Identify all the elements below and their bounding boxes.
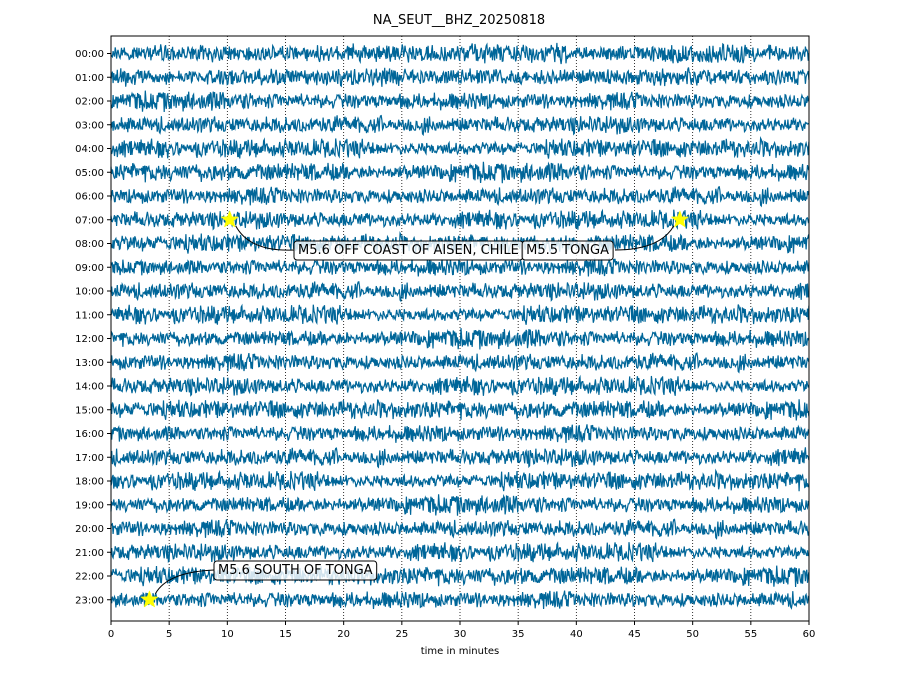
trace-row (110, 42, 810, 65)
event-connector (614, 225, 675, 251)
trace-row (110, 208, 810, 231)
y-tick-label: 10:00 (75, 287, 104, 298)
y-tick-label: 15:00 (75, 405, 104, 416)
event-annotation: M5.6 OFF COAST OF AISEN, CHILE (220, 210, 524, 261)
y-tick-label: 17:00 (75, 453, 104, 464)
x-tick-label: 50 (686, 629, 699, 640)
events-layer: M5.6 OFF COAST OF AISEN, CHILE M5.5 TONGA… (140, 210, 690, 608)
x-tick-label: 5 (166, 629, 172, 640)
trace-row (110, 590, 810, 610)
y-tick-label: 23:00 (75, 595, 104, 606)
event-star-marker (140, 590, 159, 608)
trace-row (110, 399, 810, 421)
y-tick-label: 13:00 (75, 358, 104, 369)
trace-row (110, 468, 810, 492)
trace-row (110, 541, 810, 564)
y-tick-label: 22:00 (75, 572, 104, 583)
x-tick-label: 55 (744, 629, 757, 640)
event-label-box (521, 240, 614, 261)
x-tick-label: 25 (395, 629, 408, 640)
trace-row (110, 424, 810, 443)
x-tick-label: 60 (803, 629, 816, 640)
ticks-layer: 00:00 01:00 02:00 03:00 04:00 05:00 06:00 07:00… (75, 49, 815, 640)
trace-row (110, 518, 810, 540)
x-tick-label: 30 (454, 629, 467, 640)
event-connector (154, 569, 215, 594)
event-star-marker (220, 210, 239, 228)
trace-row (110, 90, 810, 113)
event-label: M5.5 TONGA (526, 243, 609, 258)
y-tick-label: 00:00 (75, 49, 104, 60)
trace-row (110, 447, 810, 469)
y-tick-label: 12:00 (75, 334, 104, 345)
x-tick-label: 10 (221, 629, 234, 640)
y-tick-label: 06:00 (75, 192, 104, 203)
y-tick-label: 04:00 (75, 144, 104, 155)
trace-row (110, 303, 810, 325)
trace-row (110, 67, 810, 88)
x-tick-label: 35 (512, 629, 525, 640)
y-tick-label: 01:00 (75, 73, 104, 84)
y-tick-label: 18:00 (75, 477, 104, 488)
plot-frame (110, 35, 810, 622)
y-tick-label: 19:00 (75, 500, 104, 511)
event-star-marker (670, 210, 690, 228)
y-tick-label: 16:00 (75, 429, 104, 440)
x-tick-label: 45 (628, 629, 641, 640)
trace-row (110, 280, 810, 303)
trace-row (110, 185, 810, 208)
trace-row (110, 136, 810, 159)
event-annotation: M5.5 TONGA (521, 210, 690, 261)
y-tick-label: 09:00 (75, 263, 104, 274)
traces-layer (110, 42, 810, 610)
event-label-box (213, 560, 378, 581)
trace-row (110, 161, 810, 184)
x-tick-label: 40 (570, 629, 583, 640)
x-tick-label: 15 (279, 629, 292, 640)
y-tick-label: 11:00 (75, 310, 104, 321)
trace-row (110, 374, 810, 397)
trace-row (110, 114, 810, 137)
event-label: M5.6 OFF COAST OF AISEN, CHILE (298, 243, 519, 258)
y-tick-label: 08:00 (75, 239, 104, 250)
y-tick-label: 05:00 (75, 168, 104, 179)
x-tick-label: 0 (108, 629, 114, 640)
event-label: M5.6 SOUTH OF TONGA (218, 563, 373, 578)
trace-row (110, 352, 810, 374)
trace-row (110, 257, 810, 277)
x-axis-label: time in minutes (421, 646, 500, 657)
y-tick-label: 21:00 (75, 548, 104, 559)
y-tick-label: 14:00 (75, 382, 104, 393)
chart-title: NA_SEUT__BHZ_20250818 (373, 13, 545, 28)
y-tick-label: 07:00 (75, 215, 104, 226)
x-tick-label: 20 (337, 629, 350, 640)
trace-row (110, 328, 810, 350)
y-tick-label: 20:00 (75, 524, 104, 535)
y-tick-label: 03:00 (75, 120, 104, 131)
event-connector (235, 225, 295, 251)
event-annotation: M5.6 SOUTH OF TONGA (140, 560, 378, 608)
trace-row (110, 493, 810, 516)
y-tick-label: 02:00 (75, 97, 104, 108)
